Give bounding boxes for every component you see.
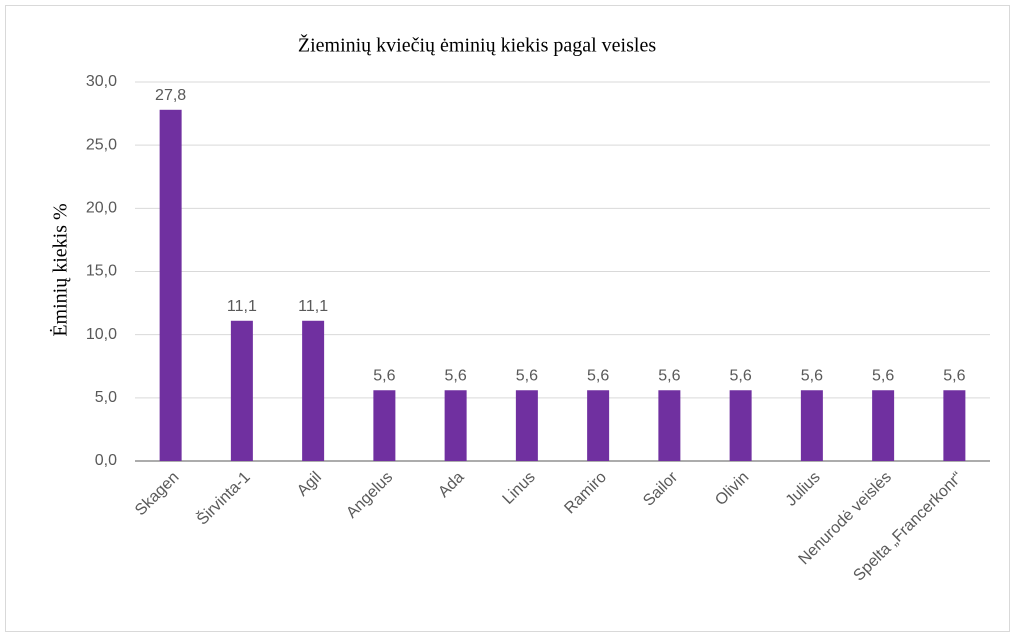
data-label: 5,6: [445, 367, 467, 384]
data-label: 5,6: [801, 367, 823, 384]
bar: [444, 390, 467, 461]
data-label: 11,1: [298, 298, 328, 315]
bar: [943, 390, 966, 461]
data-label: 5,6: [587, 367, 609, 384]
data-label: 11,1: [227, 298, 257, 315]
bar: [230, 320, 253, 461]
bar: [302, 320, 325, 461]
data-label: 27,8: [155, 87, 186, 104]
data-label: 5,6: [730, 367, 752, 384]
y-tick-label: 5,0: [95, 389, 117, 406]
data-label: 5,6: [872, 367, 894, 384]
bar: [800, 390, 823, 461]
bar: [159, 109, 182, 461]
bar: [587, 390, 610, 461]
bar: [658, 390, 681, 461]
chart-title: Žieminių kviečių ėminių kiekis pagal vei…: [298, 34, 656, 57]
y-tick-label: 10,0: [86, 326, 117, 343]
y-axis-label: Ėminių kiekis %: [49, 203, 72, 336]
data-label: 5,6: [943, 367, 965, 384]
y-tick-label: 25,0: [86, 136, 117, 153]
y-tick-label: 20,0: [86, 200, 117, 217]
data-label: 5,6: [516, 367, 538, 384]
y-tick-label: 0,0: [95, 452, 117, 469]
bar: [373, 390, 396, 461]
data-label: 5,6: [658, 367, 680, 384]
bar: [872, 390, 895, 461]
y-tick-label: 15,0: [86, 263, 117, 280]
y-tick-label: 30,0: [86, 73, 117, 90]
data-label: 5,6: [373, 367, 395, 384]
bar: [515, 390, 538, 461]
bar: [729, 390, 752, 461]
